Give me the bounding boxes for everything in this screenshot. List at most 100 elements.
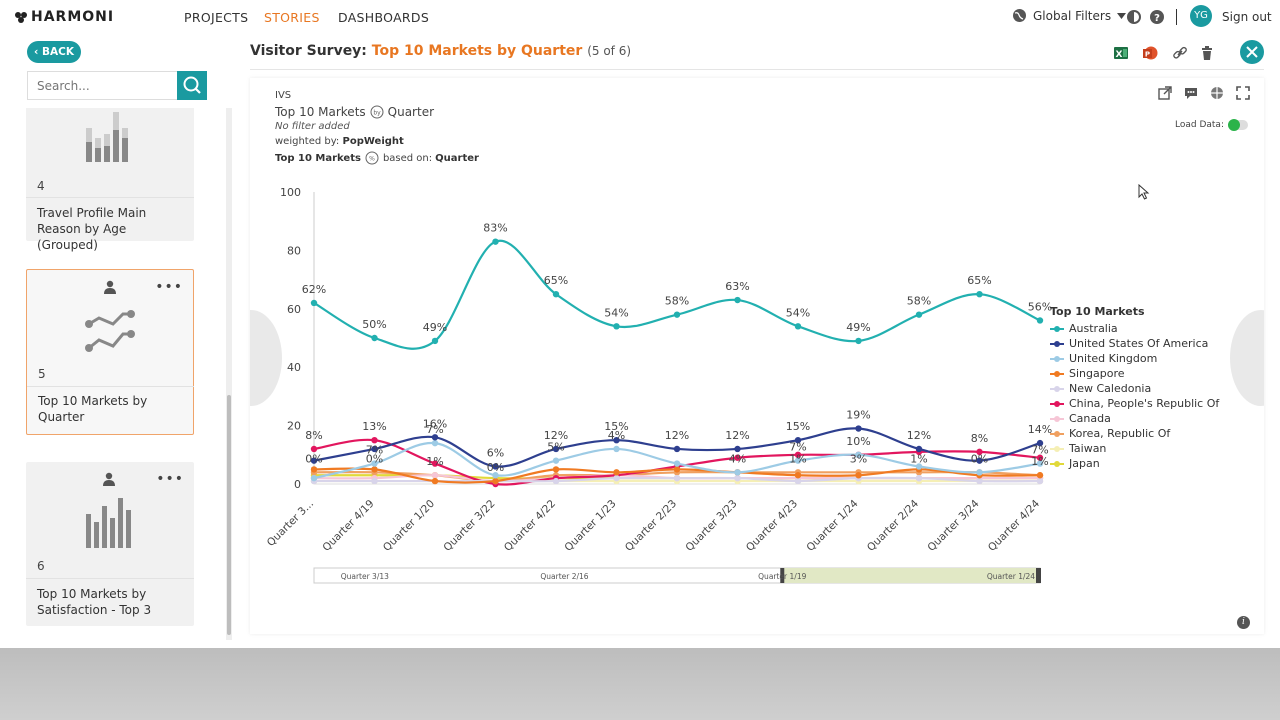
legend-item[interactable]: United States Of America [1050, 336, 1219, 351]
powerpoint-export-icon[interactable]: P [1142, 45, 1158, 61]
help-icon[interactable]: ? [1150, 10, 1164, 24]
open-external-icon[interactable] [1158, 86, 1172, 100]
close-icon [1246, 46, 1258, 58]
sidebar-scrollbar[interactable] [226, 108, 232, 640]
legend-item[interactable]: New Caledonia [1050, 381, 1219, 396]
fullscreen-icon[interactable] [1236, 86, 1250, 100]
data-point [976, 477, 983, 485]
data-label: 7% [789, 441, 806, 454]
legend-swatch [1050, 459, 1064, 469]
slide-number: 6 [37, 559, 45, 573]
contrast-icon[interactable] [1127, 10, 1141, 24]
data-point [310, 445, 318, 453]
info-icon[interactable]: i [1237, 616, 1250, 629]
x-tick-label: Quarter 3... [265, 498, 316, 549]
link-icon[interactable] [1172, 45, 1188, 61]
data-point [431, 460, 439, 467]
more-options-icon[interactable]: ••• [156, 471, 184, 487]
legend-item[interactable]: China, People's Republic Of [1050, 396, 1219, 411]
data-point [976, 469, 983, 476]
data-point [673, 460, 681, 467]
data-label: 65% [544, 274, 568, 287]
load-data-toggle[interactable]: Load Data: [1175, 119, 1248, 131]
data-label: 4% [608, 429, 625, 442]
nav-dashboards[interactable]: DASHBOARDS [338, 10, 430, 25]
x-tick-label: Quarter 4/22 [502, 498, 558, 554]
sign-out-link[interactable]: Sign out [1222, 10, 1272, 24]
data-point [734, 469, 741, 476]
nav-stories[interactable]: STORIES [264, 10, 320, 25]
slide-card-6[interactable]: ••• 6 Top 10 Markets by Satisfaction - T… [26, 462, 194, 626]
app-logo[interactable]: HARMONI [14, 9, 114, 25]
data-point [431, 439, 439, 447]
chart-settings-icon[interactable] [1210, 86, 1224, 100]
slide-list: 4 Travel Profile Main Reason by Age (Gro… [26, 108, 194, 638]
legend-item[interactable]: United Kingdom [1050, 351, 1219, 366]
data-label: 7% [426, 423, 443, 436]
slide-number: 5 [38, 367, 46, 381]
navigator-label: Quarter 3/13 [341, 572, 389, 581]
close-button[interactable] [1240, 40, 1264, 64]
data-point [371, 460, 378, 467]
x-tick-label: Quarter 1/23 [562, 498, 618, 554]
chart-title-part-b: Quarter [387, 105, 435, 119]
user-avatar[interactable]: YG [1190, 5, 1212, 27]
data-point [673, 311, 681, 318]
slide-card-4[interactable]: 4 Travel Profile Main Reason by Age (Gro… [26, 108, 194, 252]
slide-number: 4 [37, 179, 45, 193]
y-tick-label: 40 [287, 361, 301, 374]
data-point [431, 472, 439, 479]
y-tick-label: 0 [294, 478, 301, 491]
page-bottom-background [0, 648, 1280, 720]
x-tick-label: Quarter 3/22 [441, 498, 497, 554]
slide-title: Travel Profile Main Reason by Age (Group… [37, 206, 147, 252]
data-label: 49% [423, 321, 447, 334]
legend-item[interactable]: Japan [1050, 456, 1219, 471]
delete-icon[interactable] [1199, 45, 1215, 61]
svg-text:by: by [373, 110, 381, 117]
filter-status: No filter added [275, 121, 350, 132]
comment-icon[interactable] [1184, 86, 1198, 100]
data-point [310, 299, 318, 307]
toggle-switch[interactable] [1227, 119, 1248, 131]
data-label: 58% [907, 295, 931, 308]
data-point [552, 291, 560, 298]
data-point [371, 466, 378, 473]
legend-swatch [1050, 399, 1064, 409]
back-button[interactable]: ‹ BACK [27, 41, 81, 63]
legend-item[interactable]: Taiwan [1050, 441, 1219, 456]
data-point [492, 238, 499, 245]
legend-item[interactable]: Singapore [1050, 366, 1219, 381]
nav-projects[interactable]: PROJECTS [184, 10, 249, 25]
slide-card-5[interactable]: ••• 5 Top 10 Markets by Quarter [26, 269, 194, 435]
more-options-icon[interactable]: ••• [155, 279, 183, 295]
sidebar-scroll-thumb[interactable] [227, 395, 231, 635]
legend-item[interactable]: Korea, Republic Of [1050, 426, 1219, 441]
legend-label: United States Of America [1069, 337, 1209, 350]
search-button[interactable] [177, 71, 207, 100]
data-point [310, 466, 318, 473]
data-point [794, 477, 802, 485]
x-tick-label: Quarter 1/20 [381, 498, 437, 554]
data-label: 12% [725, 429, 749, 442]
legend-item[interactable]: Canada [1050, 411, 1219, 426]
search-input[interactable] [27, 71, 177, 100]
data-point [613, 474, 620, 482]
svg-text:?: ? [1154, 13, 1160, 24]
data-label: 50% [362, 318, 386, 331]
data-point [1036, 439, 1044, 447]
legend-item[interactable]: Australia [1050, 321, 1219, 336]
data-label: 6% [487, 446, 504, 459]
data-point [1036, 454, 1044, 461]
range-selection [782, 568, 1040, 583]
data-point [673, 445, 681, 453]
data-point [310, 457, 318, 464]
excel-export-icon[interactable]: X [1113, 45, 1129, 61]
data-point [431, 434, 439, 441]
data-label: 62% [302, 283, 326, 296]
base-a: Top 10 Markets [275, 152, 361, 164]
global-filters-dropdown[interactable]: Global Filters [1012, 8, 1127, 23]
card-divider [26, 578, 194, 579]
card-divider [27, 386, 194, 387]
